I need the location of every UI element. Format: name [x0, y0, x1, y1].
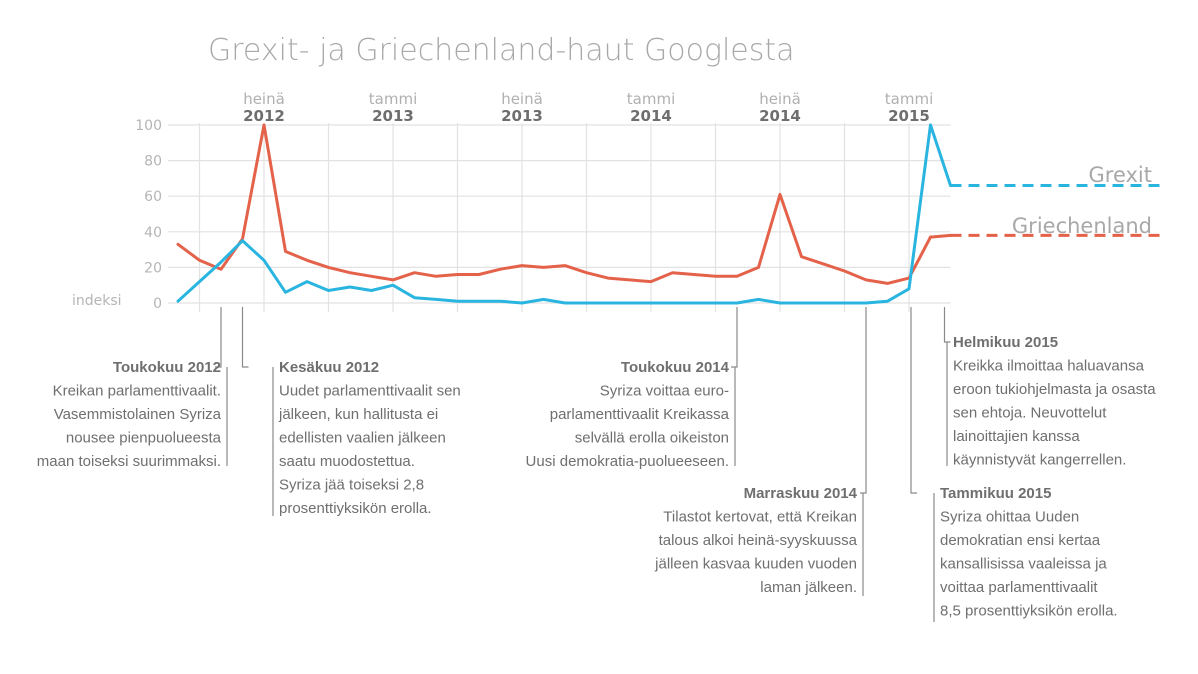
- legend: Griechenland Grexit: [1012, 163, 1152, 238]
- x-tick-month: heinä: [759, 90, 801, 108]
- chart-title: Grexit- ja Griechenland-haut Googlesta: [208, 33, 795, 68]
- annotation-line: lainoittajien kanssa: [953, 428, 1080, 445]
- annotation: Tammikuu 2015 Syriza ohittaa Uuden demokra…: [910, 307, 1118, 622]
- x-tick-year: 2013: [501, 107, 543, 125]
- annotation-line: Tilastot kertovat, että Kreikan: [663, 509, 857, 526]
- annotation-line: maan toiseksi suurimmaksi.: [37, 453, 221, 470]
- x-tick-month: tammi: [369, 90, 417, 108]
- y-tick-label: 80: [144, 154, 162, 170]
- series-lines: [176, 123, 1160, 305]
- x-tick-year: 2012: [243, 107, 285, 125]
- x-tick-year: 2014: [630, 107, 672, 125]
- annotation-line: käynnistyvät kangerrellen.: [953, 452, 1126, 469]
- annotation-line: eroon tukiohjelmasta ja osasta: [953, 381, 1156, 398]
- annotation-leader: [860, 307, 867, 494]
- annotation-line: Syriza voittaa euro-: [600, 383, 729, 400]
- annotation-line: Kreikka ilmoittaa haluavansa: [953, 358, 1145, 375]
- y-tick-label: 60: [144, 189, 162, 205]
- x-tick-month: tammi: [627, 90, 675, 108]
- annotation-line: selvällä erolla oikeiston: [575, 430, 729, 447]
- annotation-line: edellisten vaalien jälkeen: [279, 430, 446, 447]
- annotation-line: Syriza jää toiseksi 2,8: [279, 477, 424, 494]
- y-tick-label: 40: [144, 225, 162, 241]
- x-tick-year: 2014: [759, 107, 801, 125]
- annotation-line: 8,5 prosenttiyksikön erolla.: [940, 603, 1118, 620]
- annotation-line: nousee pienpuolueesta: [66, 430, 222, 447]
- annotation-leader: [943, 307, 951, 343]
- annotation-leader: [910, 307, 917, 494]
- y-axis-label: indeksi: [72, 293, 122, 309]
- annotation: Kesäkuu 2012 Uudet parlamenttivaalit sen j…: [241, 307, 461, 517]
- annotation-line: talous alkoi heinä-syyskuussa: [659, 532, 858, 549]
- legend-grexit: Grexit: [1089, 163, 1153, 187]
- series-line-grexit: [176, 123, 932, 305]
- annotation-title: Helmikuu 2015: [953, 334, 1058, 351]
- x-tick-month: heinä: [501, 90, 543, 108]
- annotations: Toukokuu 2012 Kreikan parlamenttivaalit. V…: [37, 307, 1156, 622]
- annotation-line: jälleen kasvaa kuuden vuoden: [654, 556, 857, 573]
- y-tick-label: 20: [144, 260, 162, 276]
- annotation-line: Kreikan parlamenttivaalit.: [53, 383, 221, 400]
- annotation-line: voittaa parlamenttivaalit: [940, 579, 1098, 596]
- annotation-line: demokratian ensi kertaa: [940, 532, 1101, 549]
- annotation-line: saatu muodostettua.: [279, 453, 415, 470]
- annotation-line: prosenttiyksikön erolla.: [279, 500, 432, 517]
- annotation-line: laman jälkeen.: [760, 579, 857, 596]
- annotation: Helmikuu 2015 Kreikka ilmoittaa haluavans…: [943, 307, 1156, 469]
- series-tail-griechenland: [929, 233, 952, 239]
- x-tick-year: 2013: [372, 107, 414, 125]
- annotation: Marraskuu 2014 Tilastot kertovat, että Kr…: [654, 307, 867, 596]
- annotation-leader: [241, 307, 249, 368]
- x-tick-year: 2015: [888, 107, 930, 125]
- x-tick-month: tammi: [885, 90, 933, 108]
- legend-griechenland: Griechenland: [1012, 214, 1152, 238]
- grid: [168, 123, 951, 312]
- annotation-title: Kesäkuu 2012: [279, 359, 379, 376]
- annotation-line: Vasemmistolainen Syriza: [54, 406, 222, 423]
- series-line-griechenland: [176, 123, 932, 285]
- annotation-line: kansallisissa vaaleissa ja: [940, 556, 1107, 573]
- y-tick-label: 100: [135, 118, 162, 134]
- annotation: Toukokuu 2012 Kreikan parlamenttivaalit. V…: [37, 307, 228, 470]
- x-axis-ticks: heinä2012tammi2013heinä2013tammi2014hein…: [243, 90, 933, 125]
- annotation-title: Toukokuu 2014: [621, 359, 730, 376]
- annotation-leader: [215, 307, 222, 368]
- annotation-title: Marraskuu 2014: [744, 485, 858, 502]
- annotation-line: Syriza ohittaa Uuden: [940, 509, 1079, 526]
- annotation: Toukokuu 2014 Syriza voittaa euro-parlame…: [526, 307, 738, 470]
- y-axis-ticks: 0 20 40 60 80 100: [135, 118, 162, 312]
- annotation-title: Toukokuu 2012: [113, 359, 221, 376]
- x-tick-month: heinä: [243, 90, 285, 108]
- annotation-line: jälkeen, kun hallitusta ei: [278, 406, 438, 423]
- annotation-line: Uudet parlamenttivaalit sen: [279, 383, 461, 400]
- annotation-line: Uusi demokratia-puolueeseen.: [526, 453, 729, 470]
- annotation-title: Tammikuu 2015: [940, 485, 1051, 502]
- y-tick-label: 0: [153, 296, 162, 312]
- annotation-leader: [731, 307, 738, 368]
- annotation-line: sen ehtoja. Neuvottelut: [953, 405, 1107, 422]
- series-tail-grexit: [929, 123, 952, 188]
- annotation-line: parlamenttivaalit Kreikassa: [550, 406, 730, 423]
